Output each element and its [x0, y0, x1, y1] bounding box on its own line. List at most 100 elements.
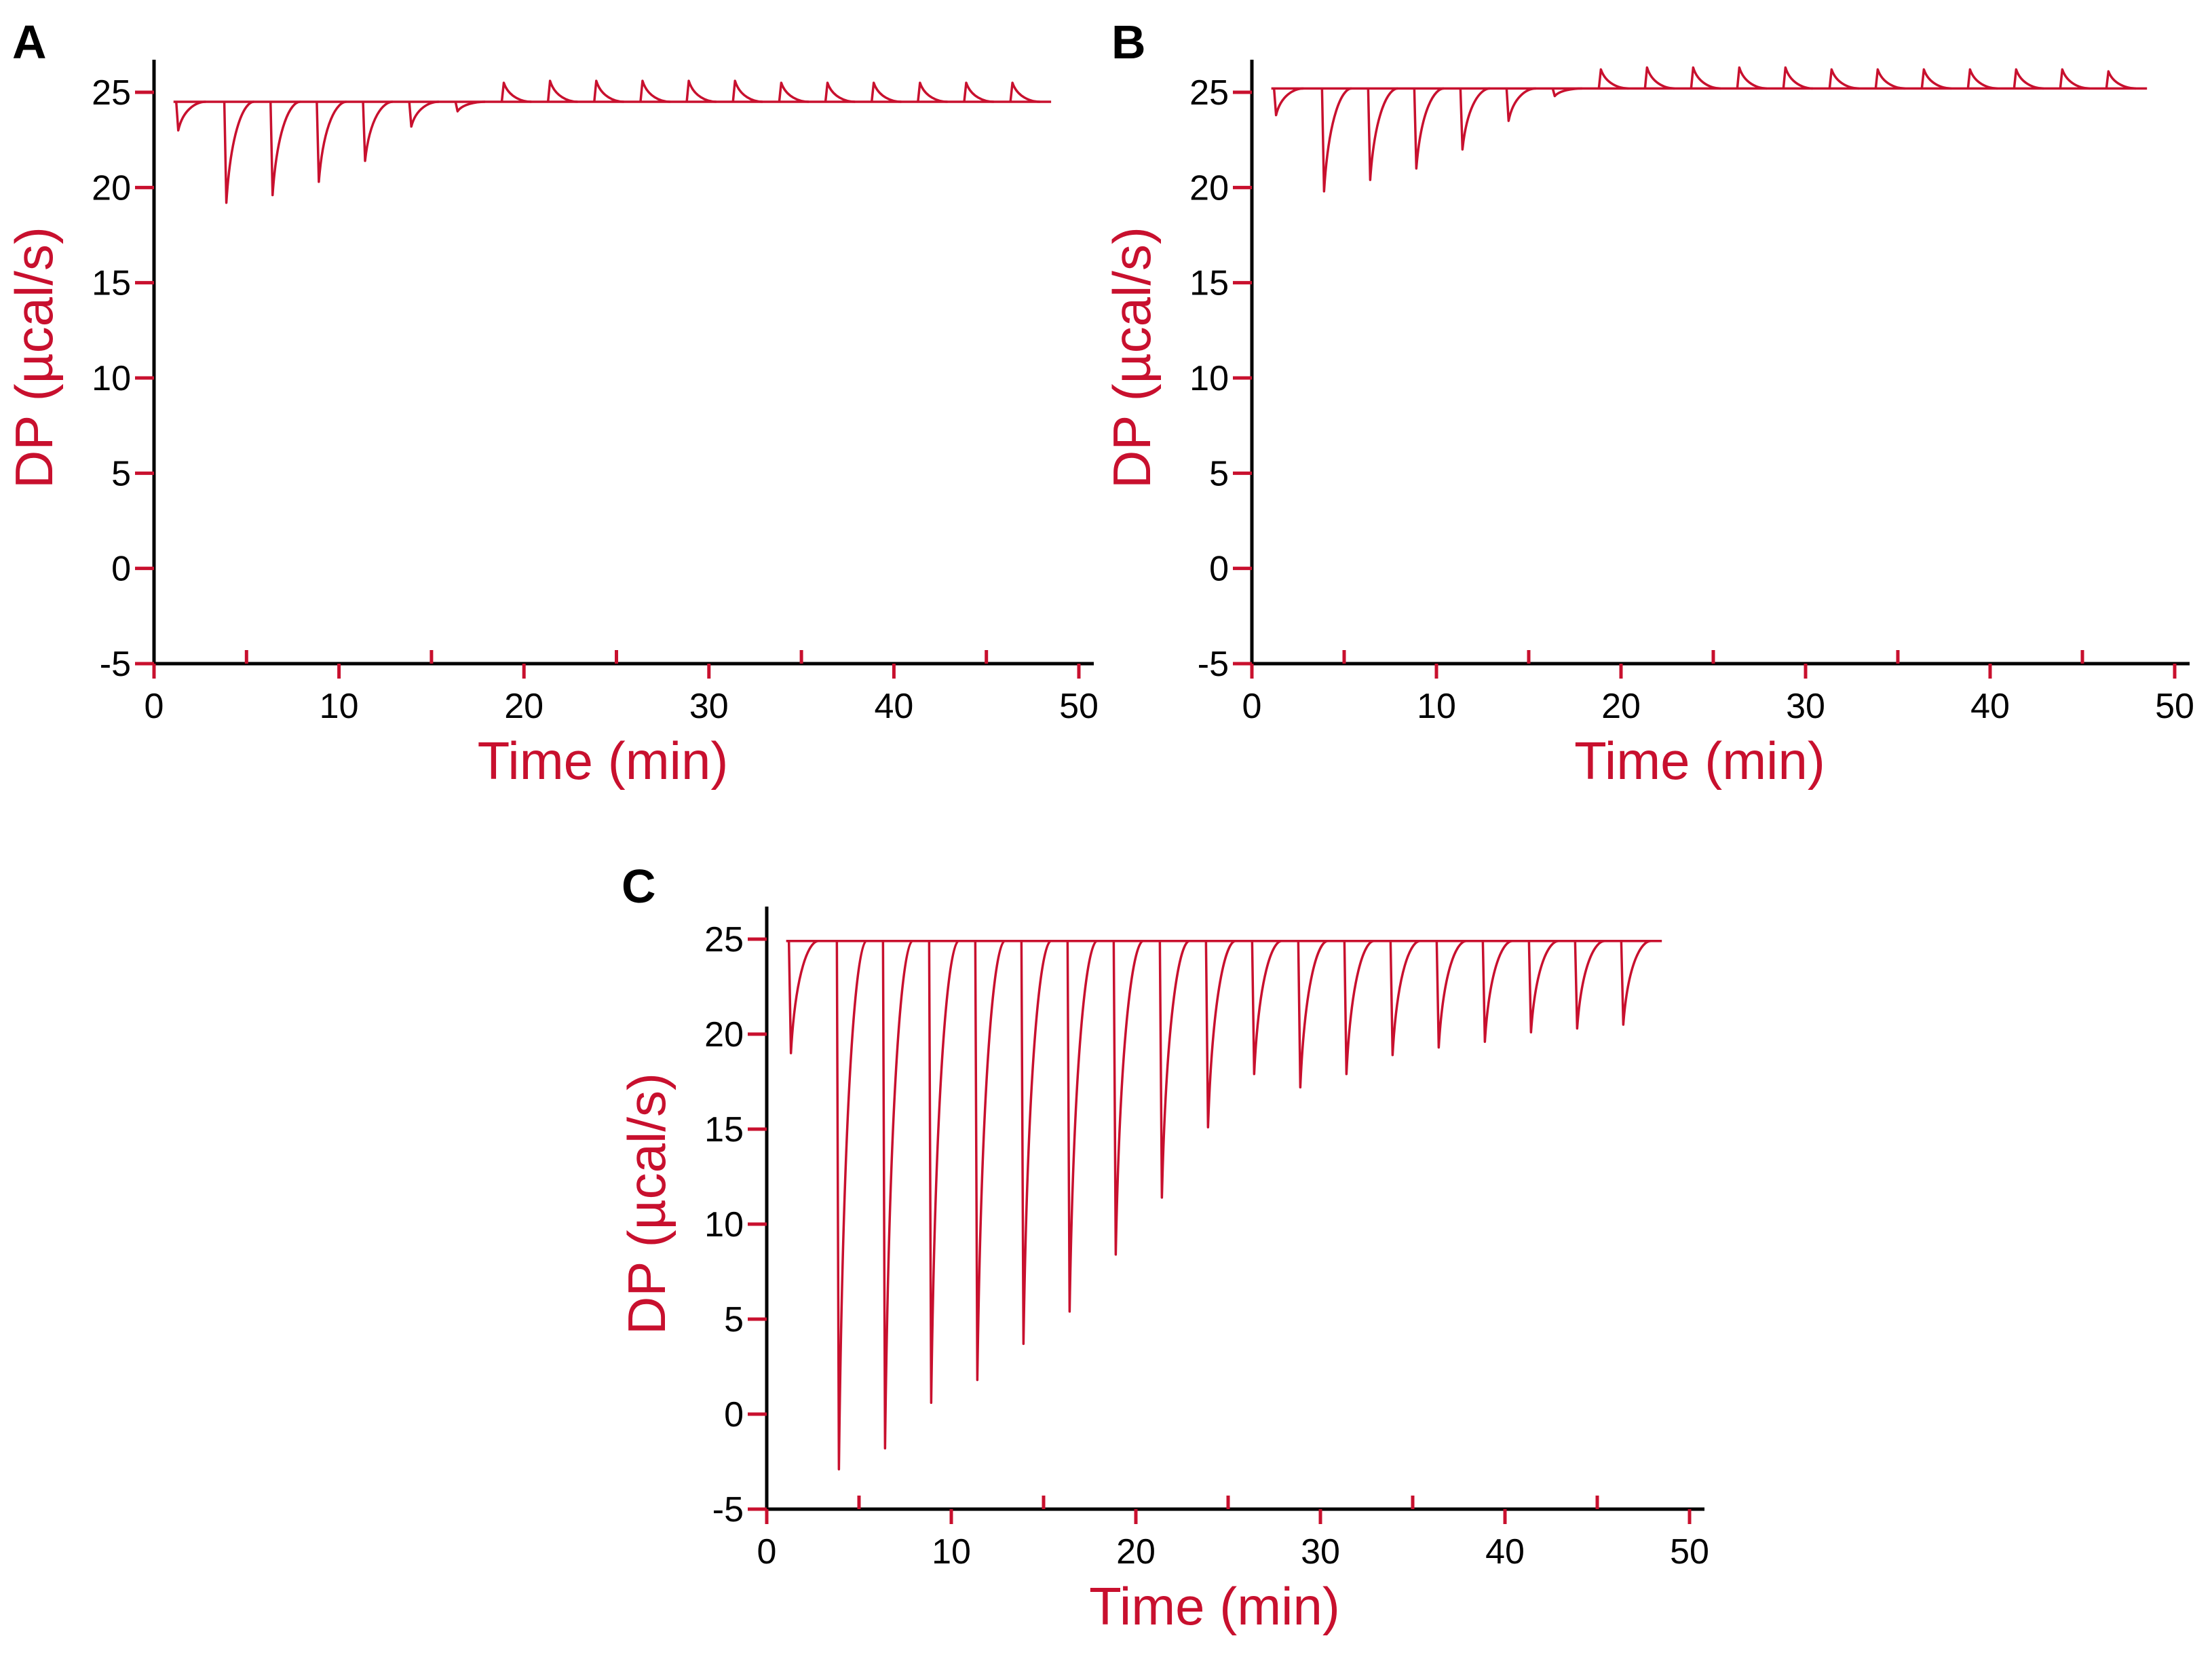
y-tick-label: -5: [100, 645, 131, 684]
x-tick-label: 0: [145, 687, 164, 726]
injection-peak: [408, 100, 439, 128]
panel-letter: A: [12, 16, 47, 69]
injection-peak: [1643, 66, 1675, 90]
y-tick-label: 0: [111, 550, 131, 589]
x-tick-label: 0: [757, 1532, 777, 1572]
injection-peak: [1112, 940, 1144, 1256]
x-tick-label: 20: [1601, 687, 1641, 726]
x-axis-title: Time (min): [1574, 731, 1825, 791]
injection-peak: [1343, 940, 1375, 1076]
injection-peak: [1020, 940, 1052, 1346]
y-tick-label: 15: [92, 264, 131, 303]
injection-peak: [546, 79, 578, 103]
x-tick-label: 10: [320, 687, 359, 726]
injection-peak: [1367, 87, 1398, 181]
y-tick-label: -5: [712, 1490, 744, 1530]
injection-peak: [454, 100, 485, 113]
injection-peak: [685, 79, 717, 103]
injection-peak: [1435, 940, 1467, 1049]
x-tick-label: 50: [1059, 687, 1099, 726]
injection-peak: [1690, 66, 1721, 90]
injection-peak: [174, 100, 206, 132]
y-tick-label: 5: [111, 454, 131, 493]
panel-letter: C: [622, 860, 656, 913]
y-tick-label: 20: [1189, 168, 1229, 208]
panel-b: B 25 20 15 10 5 0 -5 0 10 20 30 40 50 Ti…: [1102, 16, 2194, 791]
injection-peak: [974, 940, 1006, 1382]
injection-peak: [639, 79, 670, 103]
y-tick-label: 15: [704, 1110, 744, 1150]
injection-peak: [1920, 68, 1951, 90]
series-b: [1271, 66, 2148, 193]
y-tick-label: 10: [1189, 359, 1229, 398]
x-tick-label: 40: [1485, 1532, 1525, 1572]
injection-peak: [1481, 940, 1513, 1043]
injection-peak: [835, 940, 867, 1470]
injection-peak: [917, 81, 948, 103]
injection-peak: [1413, 87, 1445, 170]
injection-peak: [2013, 68, 2044, 90]
injection-peak: [1574, 940, 1605, 1030]
injection-peak: [1158, 940, 1190, 1199]
injection-peak: [269, 100, 301, 197]
injection-peak: [1251, 940, 1282, 1076]
injection-peak: [787, 940, 819, 1054]
x-tick-labels-b: 0 10 20 30 40 50: [1242, 687, 2194, 726]
injection-peak: [778, 81, 809, 103]
injection-peak: [928, 940, 959, 1404]
injection-peak: [1066, 940, 1098, 1313]
injection-peak: [362, 100, 393, 162]
y-tick-label: 10: [92, 359, 131, 398]
injection-peak: [1009, 81, 1040, 103]
y-tick-labels-c: 25 20 15 10 5 0 -5: [704, 920, 744, 1530]
injection-peak: [1551, 87, 1582, 98]
injection-peak: [1597, 68, 1628, 90]
y-axis-title: DP (µcal/s): [4, 227, 64, 489]
injection-peak: [1320, 87, 1352, 193]
x-tick-label: 10: [1417, 687, 1456, 726]
injection-peak: [223, 100, 254, 204]
x-tick-label: 40: [874, 687, 913, 726]
y-axis-title: DP (µcal/s): [617, 1073, 676, 1335]
y-tick-label: 5: [724, 1300, 744, 1340]
injection-peak: [1459, 87, 1491, 151]
y-tick-label: 10: [704, 1205, 744, 1244]
y-tick-label: -5: [1198, 645, 1229, 684]
injection-peak: [1620, 940, 1652, 1026]
y-tick-label: 20: [92, 168, 131, 208]
y-tick-label: 5: [1209, 454, 1229, 493]
injection-peak: [824, 81, 856, 103]
injection-peak: [2105, 70, 2136, 90]
x-tick-label: 20: [504, 687, 544, 726]
injection-peak: [1828, 68, 1859, 90]
x-tick-label: 50: [1670, 1532, 1709, 1572]
x-tick-labels-c: 0 10 20 30 40 50: [757, 1532, 1709, 1572]
injection-peak: [1527, 940, 1559, 1033]
x-tick-label: 20: [1116, 1532, 1156, 1572]
y-tick-labels-a: 25 20 15 10 5 0 -5: [92, 73, 131, 684]
panel-letter: B: [1111, 16, 1146, 69]
injection-peak: [881, 940, 913, 1450]
x-tick-label: 10: [932, 1532, 971, 1572]
injection-peak: [1272, 87, 1304, 117]
injection-peak: [731, 79, 763, 103]
x-tick-label: 50: [2155, 687, 2194, 726]
x-tick-label: 30: [1301, 1532, 1340, 1572]
y-axis-title: DP (µcal/s): [1102, 227, 1162, 489]
injection-peak: [870, 81, 902, 103]
axes-c: [748, 907, 1704, 1524]
injection-peak: [1736, 66, 1767, 90]
y-tick-label: 15: [1189, 264, 1229, 303]
x-tick-label: 30: [689, 687, 729, 726]
series-c: [786, 940, 1662, 1470]
series-a: [173, 79, 1052, 204]
x-tick-labels-a: 0 10 20 30 40 50: [145, 687, 1099, 726]
injection-peak: [1782, 66, 1813, 90]
injection-peak: [500, 81, 532, 103]
axes-a: [135, 60, 1094, 679]
injection-peak: [1874, 68, 1905, 90]
panel-c: C 25 20 15 10 5 0 -5 0 10 20 30 40 50 Ti…: [617, 860, 1709, 1636]
y-tick-label: 0: [1209, 550, 1229, 589]
y-tick-label: 25: [1189, 73, 1229, 113]
